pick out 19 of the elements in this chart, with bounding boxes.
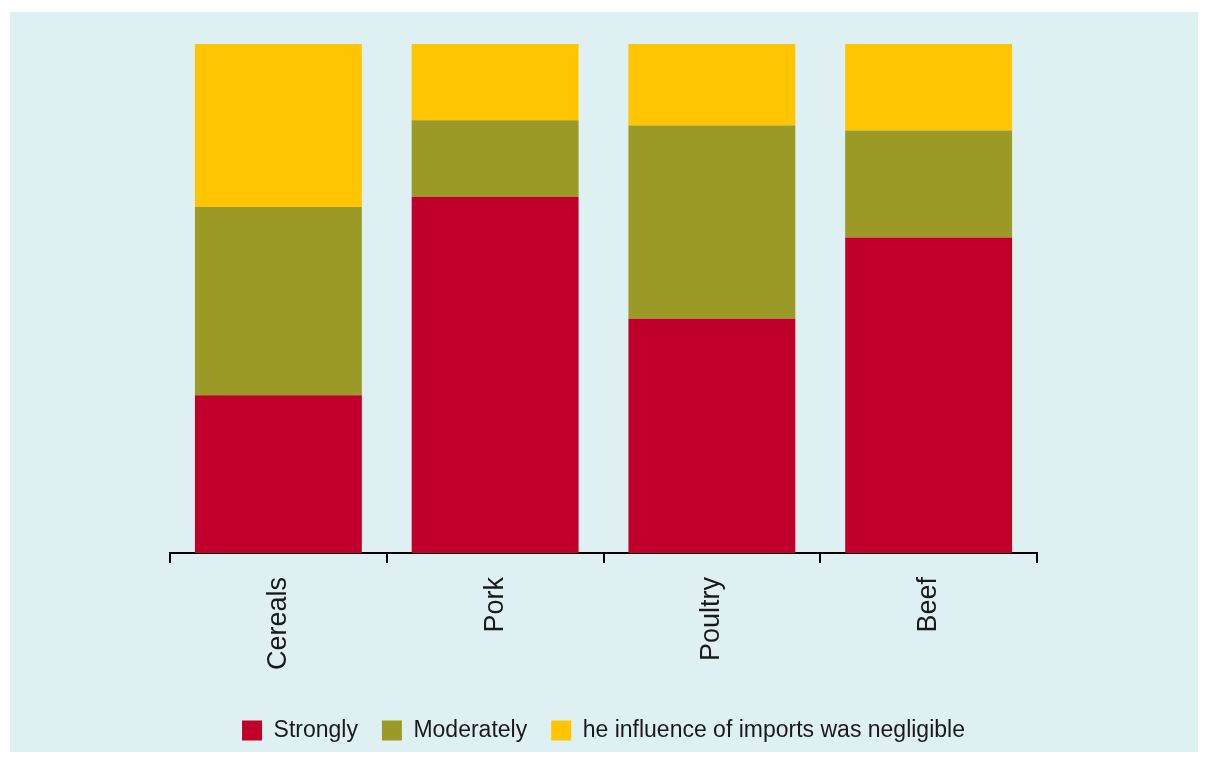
bar (194, 44, 362, 207)
bar (411, 196, 579, 553)
bar (845, 130, 1013, 238)
legend-label: Strongly (273, 715, 359, 742)
bar (194, 395, 362, 553)
legend-label: he influence of imports was negligible (582, 715, 965, 742)
x-tick-label: Pork (478, 576, 509, 633)
x-tick-label: Poultry (695, 576, 726, 662)
bar (628, 125, 796, 319)
bar (411, 44, 579, 121)
legend-label: Moderately (413, 715, 528, 742)
bar (845, 44, 1013, 131)
bar (411, 120, 579, 197)
bar (628, 44, 796, 126)
bar (194, 206, 362, 396)
bar (628, 318, 796, 553)
bar (845, 237, 1013, 553)
x-tick-label: Beef (912, 576, 943, 633)
x-tick-label: Cereals (261, 577, 292, 671)
